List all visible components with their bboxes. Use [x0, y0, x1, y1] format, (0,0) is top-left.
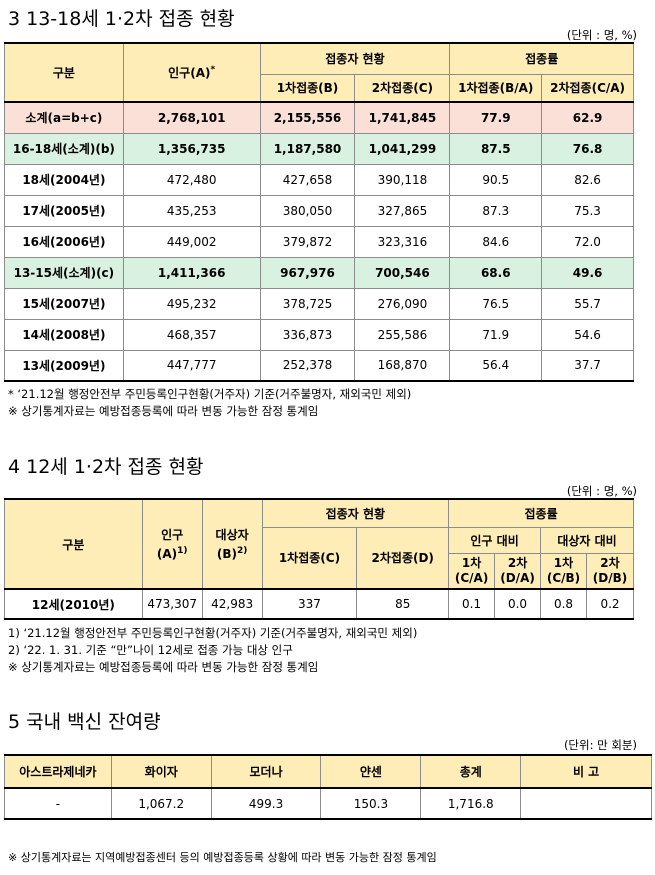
section5-title: 5 국내 백신 잔여량: [8, 711, 161, 733]
table-row: 18세(2004년) 472,480 427,658 390,118 90.5 82.6: [4, 163, 634, 196]
table-row: 13세(2009년) 447,777 252,378 168,870 56.4 37.7: [4, 349, 634, 382]
s3-header-first-dose: 1차접종(B): [259, 73, 356, 103]
section4-table: 구분 인구 (A)1) 대상자 (B)2) 접종자 현황 접종률 1차접종(C) 2…: [4, 498, 635, 620]
table-row: 13-15세(소계)(c) 1,411,366 967,976 700,546 68.6…: [4, 256, 634, 289]
s4-header-r4: 2차 (D/B): [585, 552, 635, 590]
s4-header-vaccinated: 접종자 현황: [261, 498, 450, 528]
section3-title: 3 13-18세 1·2차 접종 현황: [8, 8, 235, 30]
table-row: 16-18세(소계)(b) 1,356,735 1,187,580 1,041,299…: [4, 132, 634, 165]
section4-note-1: 1) ‘21.12월 행정안전부 주민등록인구현황(거주자) 기준(거주불명자,…: [8, 626, 418, 640]
table-row: 12세(2010년) 473,307 42,983 337 85 0.1 0.0…: [4, 588, 635, 620]
s5-header-remarks: 비 고: [520, 754, 652, 789]
section4-note-3: ※ 상기통계자료는 예방접종등록에 따라 변동 가능한 잠정 통계임: [8, 660, 319, 674]
table-row: 15세(2007년) 495,232 378,725 276,090 76.5 55.7: [4, 287, 634, 320]
s4-header-rate: 접종률: [448, 498, 634, 528]
s4-header-r3: 1차 (C/B): [540, 552, 587, 590]
s4-header-category: 구분: [4, 498, 143, 590]
s5-header-pfizer: 화이자: [110, 754, 212, 789]
section4-note-2: 2) ‘22. 1. 31. 기준 “만”나이 12세로 접종 가능 대상 인구: [8, 643, 293, 657]
s5-header-total: 총계: [420, 754, 522, 789]
section5-note: ※ 상기통계자료는 지역예방접종센터 등의 예방접종등록 상황에 따라 변동 가…: [8, 851, 437, 864]
s4-header-target: 대상자 (B)2): [201, 498, 263, 590]
section3-note-2: ※ 상기통계자료는 예방접종등록에 따라 변동 가능한 잠정 통계임: [8, 404, 319, 418]
s3-header-second-rate: 2차접종(C/A): [541, 73, 634, 103]
section4-title: 4 12세 1·2차 접종 현황: [8, 456, 204, 478]
table-row: 17세(2005년) 435,253 380,050 327,865 87.3 75.3: [4, 194, 634, 227]
table-row: 16세(2006년) 449,002 379,872 323,316 84.6 72.0: [4, 225, 634, 258]
section5-table: 아스트라제네카 화이자 모더나 얀센 총계 비 고 - 1,067.2 499.…: [4, 754, 652, 820]
table-row: 소계(a=b+c) 2,768,101 2,155,556 1,741,845 77.9…: [4, 101, 634, 134]
s3-header-vaccinated: 접종자 현황: [259, 42, 451, 75]
s3-header-first-rate: 1차접종(B/A): [449, 73, 543, 103]
section3-note-1: * ‘21.12월 행정안전부 주민등록인구현황(거주자) 기준(거주불명자, …: [8, 387, 412, 401]
s3-header-population: 인구(A)*: [122, 42, 261, 103]
s4-header-first-dose: 1차접종(C): [261, 526, 358, 590]
s5-header-moderna: 모더나: [210, 754, 322, 789]
section3-table: 구분 인구(A)* 접종자 현황 접종률 1차접종(B) 2차접종(C) 1차접…: [4, 42, 634, 382]
s3-header-category: 구분: [4, 42, 124, 103]
s4-header-r2: 2차 (D/A): [494, 552, 542, 590]
s3-header-rate: 접종률: [449, 42, 634, 75]
s5-header-janssen: 얀센: [320, 754, 422, 789]
table-row: - 1,067.2 499.3 150.3 1,716.8: [4, 787, 652, 820]
s4-header-second-dose: 2차접종(D): [356, 526, 450, 590]
section4-unit: (단위 : 명, %): [566, 484, 637, 498]
s5-header-astrazeneca: 아스트라제네카: [4, 754, 112, 789]
section5-unit: (단위: 만 회분): [563, 738, 637, 752]
s3-header-second-dose: 2차접종(C): [354, 73, 451, 103]
s4-header-population: 인구 (A)1): [141, 498, 203, 590]
section3-unit: (단위 : 명, %): [566, 28, 637, 42]
s4-header-r1: 1차 (C/A): [448, 552, 496, 590]
s4-header-target-ratio: 대상자 대비: [540, 526, 634, 554]
s4-header-pop-ratio: 인구 대비: [448, 526, 542, 554]
table-row: 14세(2008년) 468,357 336,873 255,586 71.9 54.6: [4, 318, 634, 351]
